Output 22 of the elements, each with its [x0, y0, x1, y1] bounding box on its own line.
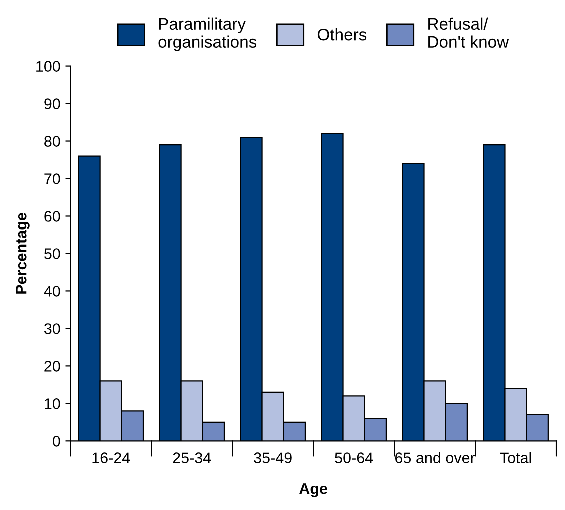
x-tick-label: 50-64: [335, 452, 374, 464]
x-tick-label: Total: [500, 452, 532, 464]
x-tick-label: 25-34: [173, 452, 212, 464]
y-tick-label: 0: [53, 436, 60, 447]
y-tick-label: 40: [44, 286, 60, 297]
legend-label: Refusal/ Don't know: [428, 18, 510, 48]
y-tick-label: 70: [44, 174, 60, 184]
legend-label: Others: [318, 28, 367, 41]
x-tick-label: 35-49: [254, 452, 292, 464]
x-axis-title: Age: [300, 484, 328, 498]
y-tick-label: 90: [44, 98, 60, 110]
x-tick-label: 16-24: [92, 452, 130, 464]
x-tick-label: 65 and over: [395, 452, 476, 464]
legend-label: Paramilitary organisations: [158, 18, 257, 52]
y-tick-label: 30: [44, 324, 60, 334]
y-tick-label: 80: [44, 136, 60, 147]
y-tick-label: 20: [44, 361, 60, 372]
y-axis-title: Percentage: [16, 213, 30, 294]
y-tick-label: 50: [44, 248, 60, 260]
y-tick-label: 100: [36, 61, 60, 72]
y-tick-label: 60: [44, 211, 60, 222]
y-tick-label: 10: [45, 398, 60, 410]
